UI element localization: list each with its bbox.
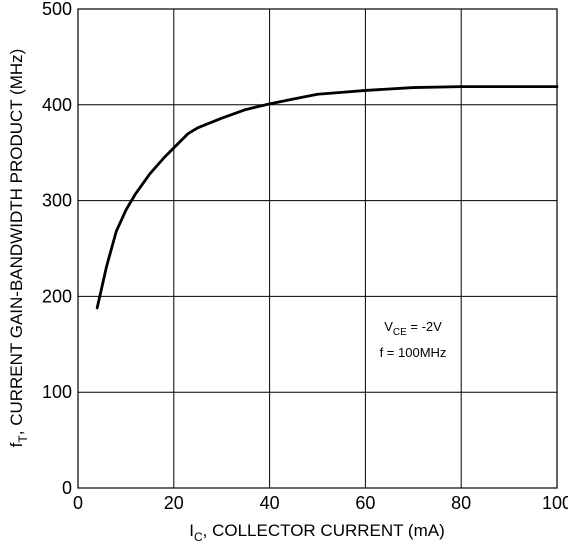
annotation-freq: f = 100MHz [380,345,447,360]
series-line [95,85,559,310]
x-tick-label: 80 [451,493,471,513]
x-tick-label: 60 [355,493,375,513]
x-tick-labels: 0 20 40 60 80 100 [73,493,568,513]
x-tick-label: 20 [164,493,184,513]
x-tick-label: 0 [73,493,83,513]
x-tick-label: 40 [260,493,280,513]
series-layer [95,85,559,310]
y-tick-labels: 0 100 200 300 400 500 [42,0,72,498]
y-tick-label: 400 [42,95,72,115]
x-tick-label: 100 [542,493,568,513]
y-tick-label: 100 [42,382,72,402]
y-tick-label: 200 [42,286,72,306]
annotation-vce: VCE = -2V [384,319,442,338]
grid [77,8,558,489]
y-axis-label: fT, CURRENT GAIN-BANDWIDTH PRODUCT (MHz) [7,49,30,448]
plot-frame [77,8,558,489]
y-tick-label: 500 [42,0,72,19]
y-tick-label: 0 [62,478,72,498]
x-axis-label: IC, COLLECTOR CURRENT (mA) [189,521,445,544]
y-tick-label: 300 [42,191,72,211]
